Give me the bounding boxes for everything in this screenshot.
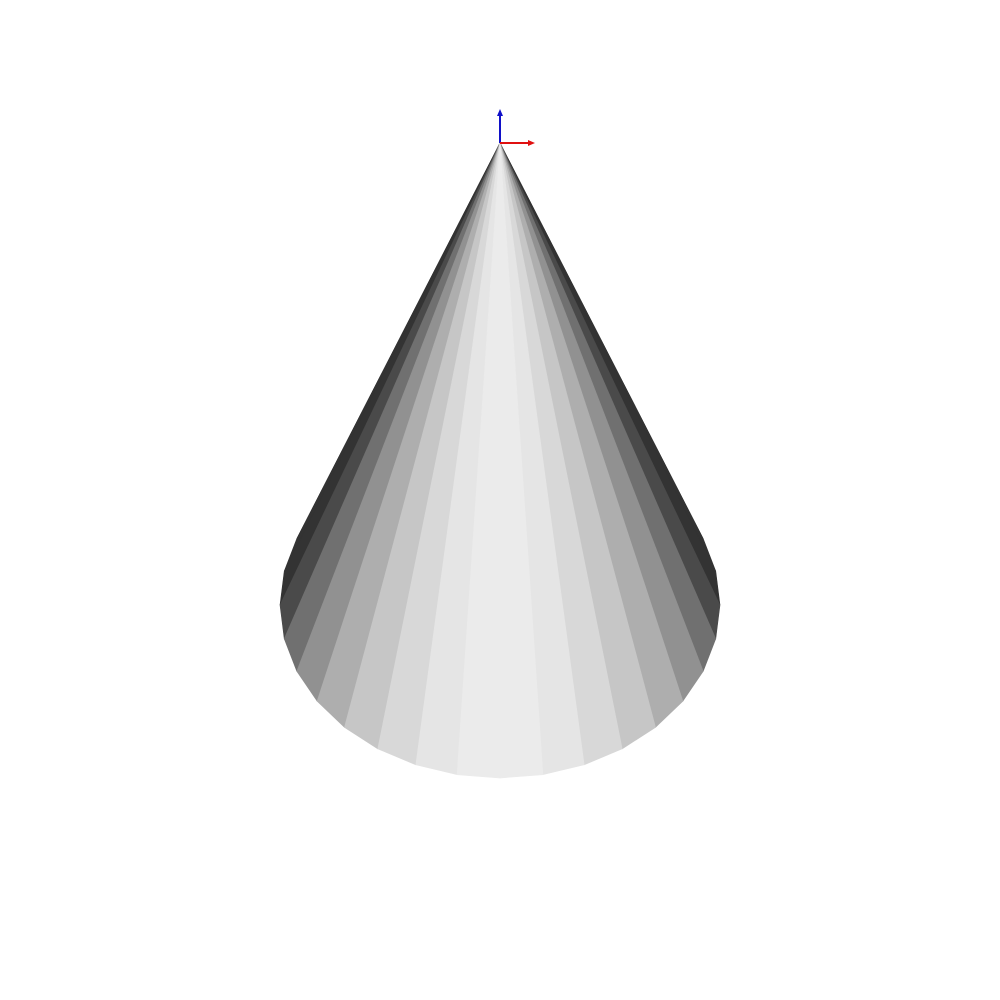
z-axis-arrowhead <box>497 109 503 116</box>
axes-gizmo <box>497 109 535 146</box>
x-axis-arrowhead <box>528 140 535 146</box>
cone-facet <box>456 142 501 779</box>
cone-mesh <box>279 142 721 779</box>
